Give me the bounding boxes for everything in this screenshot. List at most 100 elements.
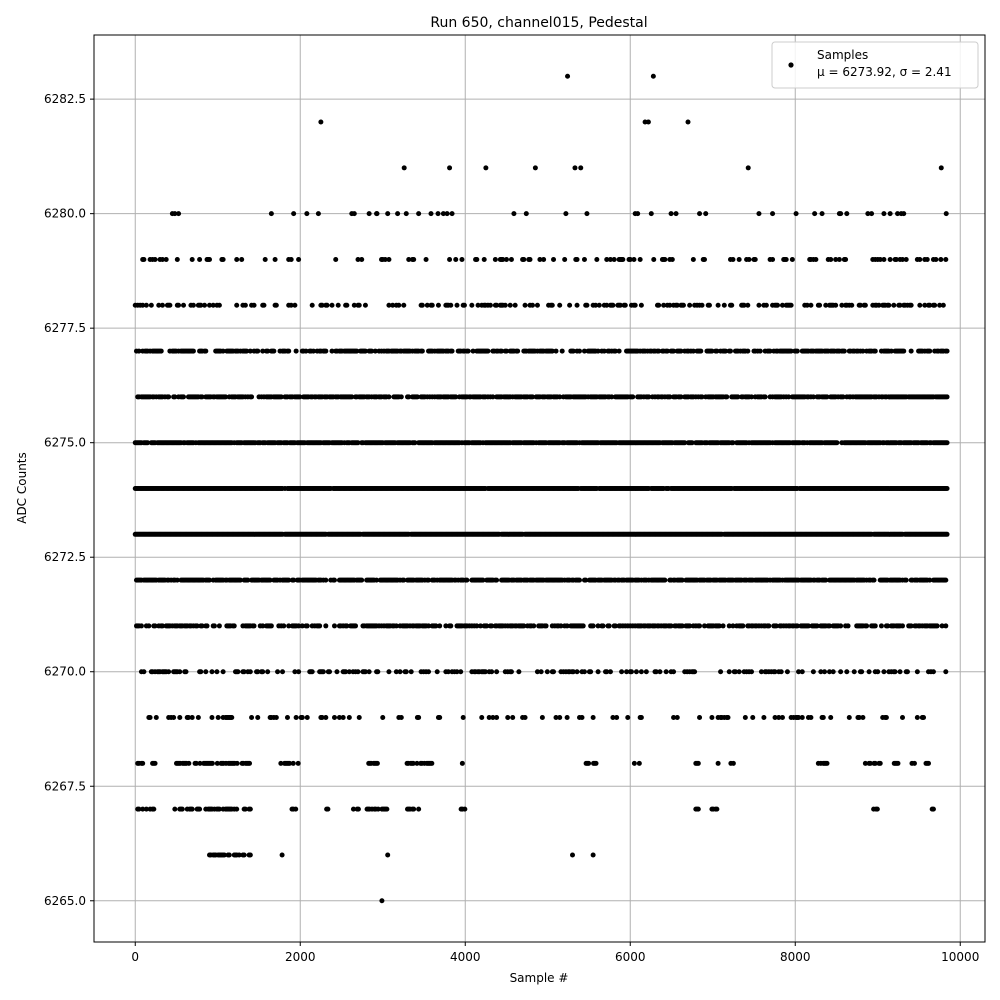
data-point [836, 256, 842, 262]
data-point [541, 256, 547, 262]
data-point [374, 760, 380, 766]
data-point [729, 302, 735, 308]
data-point [296, 623, 302, 629]
data-point [944, 531, 950, 537]
data-point [730, 623, 736, 629]
data-point [557, 715, 563, 721]
data-point [756, 211, 762, 217]
data-point [750, 715, 756, 721]
data-point [494, 715, 500, 721]
data-point [265, 669, 271, 675]
data-point [574, 669, 580, 675]
data-point [924, 256, 930, 262]
data-point [901, 211, 907, 217]
data-point [183, 669, 189, 675]
data-point [462, 806, 468, 812]
data-point [177, 669, 183, 675]
data-point [293, 715, 299, 721]
data-point [838, 669, 844, 675]
data-point [779, 715, 785, 721]
data-point [943, 211, 949, 217]
data-point [864, 623, 870, 629]
data-point [841, 348, 847, 354]
data-point [247, 852, 253, 858]
data-point [449, 211, 455, 217]
data-point [158, 348, 164, 354]
data-point [490, 715, 496, 721]
data-point [239, 256, 245, 262]
data-point [140, 760, 146, 766]
data-point [172, 806, 178, 812]
legend: Samples μ = 6273.92, σ = 2.41 [771, 41, 979, 89]
data-point [794, 623, 800, 629]
data-point [291, 211, 297, 217]
data-point [171, 715, 177, 721]
data-point [761, 715, 767, 721]
data-point [943, 577, 949, 583]
data-point [653, 669, 659, 675]
data-point [824, 760, 830, 766]
data-point [872, 348, 878, 354]
data-point [280, 669, 286, 675]
data-point [772, 669, 778, 675]
data-point [507, 302, 513, 308]
data-point [595, 623, 601, 629]
data-point [763, 302, 769, 308]
data-point [762, 394, 768, 400]
data-point [502, 302, 508, 308]
data-point [611, 256, 617, 262]
y-tick-label: 6267.5 [44, 779, 86, 793]
data-point [944, 486, 950, 491]
data-point [508, 256, 514, 262]
data-point [716, 623, 722, 629]
data-point [570, 852, 575, 858]
data-point [872, 623, 878, 629]
data-point [194, 623, 200, 629]
data-point [152, 256, 158, 262]
data-point [903, 256, 909, 262]
data-point [859, 669, 865, 675]
data-point [317, 623, 323, 629]
data-point [843, 256, 849, 262]
data-point [143, 302, 149, 308]
x-tick-label: 6000 [615, 950, 646, 964]
data-point [908, 623, 914, 629]
data-point [732, 669, 738, 675]
data-point [584, 302, 590, 308]
data-point [235, 669, 241, 675]
x-axis-label: Sample # [510, 971, 569, 985]
data-point [564, 623, 570, 629]
data-point [174, 256, 180, 262]
data-point [181, 394, 187, 400]
data-point [917, 302, 923, 308]
data-point [904, 669, 910, 675]
data-point [296, 256, 302, 262]
data-point [319, 715, 325, 721]
data-point [687, 302, 693, 308]
data-point [234, 302, 240, 308]
data-point [830, 669, 836, 675]
data-point [851, 669, 857, 675]
data-point [657, 669, 663, 675]
data-point [624, 669, 630, 675]
data-point [176, 302, 182, 308]
data-point [943, 256, 949, 262]
data-point [637, 256, 643, 262]
data-point [480, 577, 486, 583]
data-point [630, 394, 636, 400]
data-point [478, 623, 484, 629]
data-point [445, 669, 451, 675]
data-point [454, 669, 460, 675]
data-point [159, 623, 165, 629]
data-point [715, 302, 721, 308]
y-tick-label: 6275.0 [44, 436, 86, 450]
data-point [189, 715, 195, 721]
data-point [516, 669, 522, 675]
data-point [551, 256, 557, 262]
data-point [197, 806, 203, 812]
data-point [401, 165, 407, 171]
data-point [770, 256, 776, 262]
data-point [492, 256, 498, 262]
data-point [145, 440, 151, 446]
data-point [796, 715, 802, 721]
